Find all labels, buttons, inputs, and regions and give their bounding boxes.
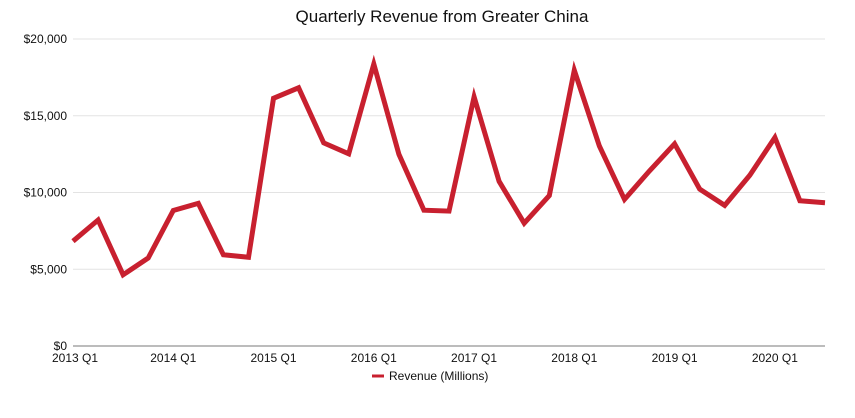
legend-label: Revenue (Millions) — [389, 369, 488, 383]
x-tick-label: 2015 Q1 — [251, 351, 297, 365]
y-tick-label: $20,000 — [24, 32, 68, 46]
y-tick-label: $0 — [54, 339, 68, 353]
y-tick-label: $5,000 — [30, 262, 67, 276]
x-tick-label: 2020 Q1 — [752, 351, 798, 365]
x-tick-label: 2016 Q1 — [351, 351, 397, 365]
x-tick-label: 2019 Q1 — [652, 351, 698, 365]
series-layer — [71, 54, 826, 279]
x-axis-tick-labels: 2013 Q1 2014 Q1 2015 Q1 2016 Q1 2017 Q1 2018 … — [52, 351, 798, 365]
x-tick-label: 2014 Q1 — [150, 351, 196, 365]
y-tick-label: $10,000 — [24, 186, 68, 200]
gridlines — [73, 38, 825, 347]
x-tick-label: 2017 Q1 — [451, 351, 497, 365]
legend: Revenue (Millions) — [372, 369, 488, 383]
y-axis-tick-labels: $0 $5,000 $10,000 $15,000 $20,000 — [24, 32, 68, 353]
x-tick-label: 2013 Q1 — [52, 351, 98, 365]
series-line — [71, 54, 826, 279]
chart-title: Quarterly Revenue from Greater China — [296, 7, 589, 26]
x-tick-label: 2018 Q1 — [551, 351, 597, 365]
y-tick-label: $15,000 — [24, 109, 68, 123]
